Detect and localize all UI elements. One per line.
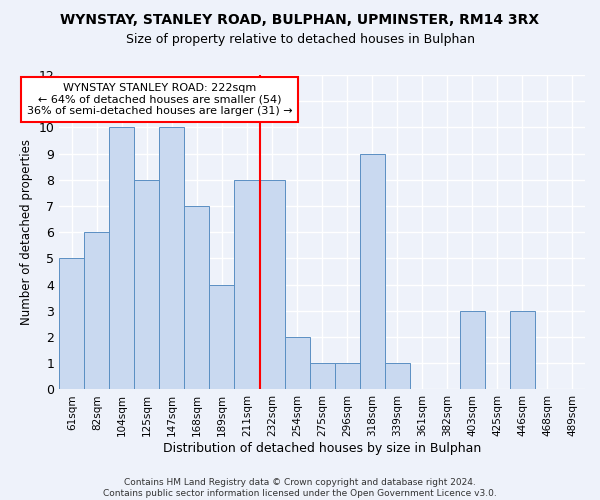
Text: Size of property relative to detached houses in Bulphan: Size of property relative to detached ho…	[125, 32, 475, 46]
Y-axis label: Number of detached properties: Number of detached properties	[20, 139, 33, 325]
Bar	[385, 364, 410, 390]
Bar	[184, 206, 209, 390]
Bar	[260, 180, 284, 390]
Bar	[284, 337, 310, 390]
Bar	[59, 258, 84, 390]
Bar	[235, 180, 260, 390]
Bar	[209, 284, 235, 390]
Bar	[510, 311, 535, 390]
X-axis label: Distribution of detached houses by size in Bulphan: Distribution of detached houses by size …	[163, 442, 481, 455]
Bar	[460, 311, 485, 390]
Bar	[109, 128, 134, 390]
Bar	[160, 128, 184, 390]
Bar	[310, 364, 335, 390]
Text: WYNSTAY, STANLEY ROAD, BULPHAN, UPMINSTER, RM14 3RX: WYNSTAY, STANLEY ROAD, BULPHAN, UPMINSTE…	[61, 12, 539, 26]
Bar	[134, 180, 160, 390]
Text: WYNSTAY STANLEY ROAD: 222sqm
← 64% of detached houses are smaller (54)
36% of se: WYNSTAY STANLEY ROAD: 222sqm ← 64% of de…	[26, 83, 292, 116]
Bar	[84, 232, 109, 390]
Bar	[359, 154, 385, 390]
Bar	[335, 364, 359, 390]
Text: Contains HM Land Registry data © Crown copyright and database right 2024.
Contai: Contains HM Land Registry data © Crown c…	[103, 478, 497, 498]
